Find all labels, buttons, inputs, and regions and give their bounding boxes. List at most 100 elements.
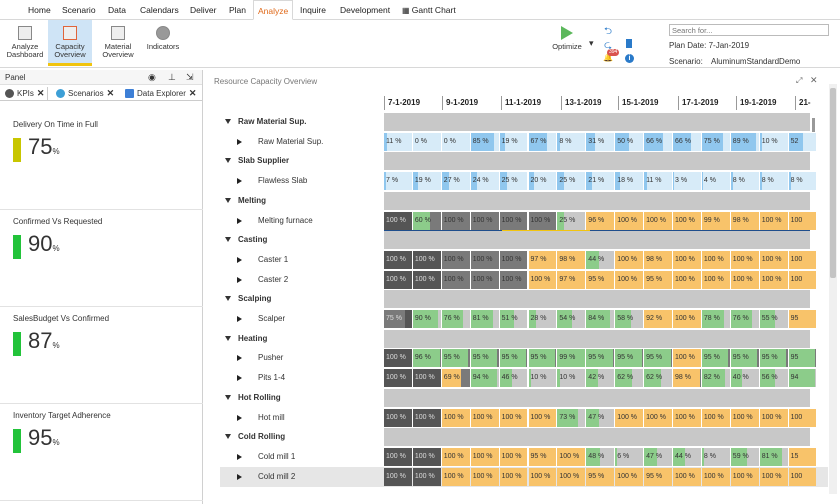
capacity-cell[interactable]: 100 % [644, 408, 672, 427]
group-row[interactable]: Melting [220, 191, 828, 211]
resource-row[interactable]: Caster 2 100 % 100 % 100 % 100 % 100 % 100 % 97… [220, 270, 828, 290]
capacity-cell[interactable]: 100 % [528, 408, 557, 427]
capacity-cell[interactable]: 100 [788, 211, 817, 230]
capacity-cell[interactable]: 47 % [586, 408, 615, 427]
chevron-down-icon[interactable]: ▾ [589, 38, 594, 48]
menu-analyze[interactable]: Analyze [253, 0, 294, 20]
close-icon[interactable]: ✕ [188, 88, 197, 98]
caret-down-icon[interactable] [225, 197, 231, 203]
close-icon[interactable]: ✕ [36, 88, 45, 98]
group-row[interactable]: Casting [220, 230, 828, 250]
capacity-cell[interactable]: 25 % [557, 172, 586, 191]
resource-row[interactable]: Cold mill 2 100 % 100 % 100 % 100 % 100 % 100 … [220, 466, 828, 487]
capacity-cell[interactable]: 51 % [499, 310, 528, 328]
caret-down-icon[interactable] [225, 296, 231, 302]
caret-right-icon[interactable] [237, 473, 242, 480]
capacity-cell[interactable]: 8 % [557, 132, 586, 151]
capacity-cell[interactable]: 89 % [730, 132, 759, 151]
capacity-cell[interactable]: 67 % [528, 132, 557, 151]
capacity-cell[interactable]: 84 % [586, 310, 615, 328]
capacity-cell[interactable]: 95 % [759, 349, 788, 368]
capacity-cell[interactable]: 59 % [730, 447, 759, 466]
caret-right-icon[interactable] [237, 138, 242, 145]
capacity-cell[interactable]: 78 % [701, 310, 730, 328]
resource-row[interactable]: Melting furnace 100 % 60 % 100 % 100 % 100 % 1… [220, 211, 828, 232]
capacity-cell[interactable]: 54 % [557, 310, 586, 328]
capacity-cell[interactable]: 100 % [499, 211, 528, 230]
capacity-cell[interactable]: 10 % [557, 369, 586, 388]
capacity-cell[interactable]: 75 % [701, 132, 730, 151]
capacity-cell[interactable]: 7 % [384, 172, 412, 191]
capacity-cell[interactable]: 100 % [441, 211, 470, 230]
capacity-cell[interactable]: 95 % [644, 349, 672, 368]
caret-right-icon[interactable] [237, 375, 242, 382]
group-row[interactable]: Heating [220, 329, 828, 349]
ribbon-indicators[interactable]: Indicators [143, 20, 183, 66]
capacity-cell[interactable]: 100 % [384, 467, 412, 486]
capacity-cell[interactable]: 82 % [701, 369, 730, 388]
capacity-cell[interactable]: 100 % [615, 250, 644, 269]
group-row[interactable]: Slab Supplier [220, 151, 828, 171]
capacity-cell[interactable]: 98 % [557, 250, 586, 269]
capacity-cell[interactable]: 10 % [759, 132, 788, 151]
capacity-cell[interactable]: 100 % [499, 447, 528, 466]
close-icon[interactable]: ✕ [810, 75, 818, 85]
capacity-cell[interactable]: 100 [788, 250, 817, 269]
capacity-cell[interactable]: 100 % [557, 467, 586, 486]
capacity-cell[interactable]: 96 % [586, 211, 615, 230]
capacity-cell[interactable]: 100 % [470, 467, 499, 486]
capacity-cell[interactable]: 100 % [759, 211, 788, 230]
capacity-cell[interactable]: 92 % [644, 310, 672, 328]
capacity-cell[interactable]: 85 % [470, 132, 499, 151]
capacity-cell[interactable]: 100 % [701, 467, 730, 486]
menu-deliver[interactable]: Deliver [186, 0, 220, 20]
capacity-cell[interactable]: 47 % [644, 447, 672, 466]
capacity-cell[interactable]: 95 % [644, 270, 672, 289]
resource-row[interactable]: Caster 1 100 % 100 % 100 % 100 % 100 % 97 % 98 … [220, 250, 828, 270]
capacity-cell[interactable]: 100 % [615, 408, 644, 427]
capacity-cell[interactable]: 95 % [528, 349, 557, 368]
capacity-cell[interactable]: 95 % [586, 349, 615, 368]
capacity-cell[interactable]: 73 % [557, 408, 586, 427]
capacity-cell[interactable]: 18 % [615, 172, 644, 191]
capacity-cell[interactable]: 100 % [499, 270, 528, 289]
capacity-cell[interactable]: 46 % [499, 369, 528, 388]
capacity-cell[interactable]: 48 % [586, 447, 615, 466]
capacity-cell[interactable]: 0 % [412, 132, 441, 151]
capacity-cell[interactable]: 11 % [644, 172, 672, 191]
capacity-cell[interactable]: 100 % [441, 250, 470, 269]
capacity-cell[interactable]: 100 % [384, 349, 412, 368]
group-row[interactable]: Cold Rolling [220, 427, 828, 447]
resource-row[interactable]: Hot mill 100 % 100 % 100 % 100 % 100 % 100 % 73… [220, 408, 828, 428]
capacity-cell[interactable]: 69 % [441, 369, 470, 388]
capacity-cell[interactable]: 100 % [412, 270, 441, 289]
menu-plan[interactable]: Plan [225, 0, 250, 20]
capacity-cell[interactable]: 24 % [470, 172, 499, 191]
resource-row[interactable]: Raw Material Sup. 11 % 0 % 0 % 85 % 19 % 67 % 8… [220, 132, 828, 152]
capacity-cell[interactable]: 15 [788, 447, 817, 466]
capacity-cell[interactable]: 100 % [673, 467, 701, 486]
capacity-cell[interactable]: 100 % [673, 408, 701, 427]
close-icon[interactable]: ✕ [106, 88, 115, 98]
caret-down-icon[interactable] [225, 237, 231, 243]
capacity-cell[interactable]: 95 % [586, 270, 615, 289]
capacity-cell[interactable]: 97 % [557, 270, 586, 289]
capacity-cell[interactable]: 95 [788, 310, 817, 328]
capacity-cell[interactable]: 27 % [441, 172, 470, 191]
resource-row[interactable]: Pits 1-4 100 % 100 % 69 % 94 % 46 % 10 % 10 % 42… [220, 368, 828, 388]
caret-right-icon[interactable] [237, 453, 242, 460]
capacity-cell[interactable]: 31 % [586, 132, 615, 151]
capacity-cell[interactable]: 100 % [644, 211, 672, 230]
capacity-cell[interactable]: 76 % [730, 310, 759, 328]
caret-right-icon[interactable] [237, 276, 242, 283]
group-row[interactable]: Hot Rolling [220, 388, 828, 408]
capacity-cell[interactable]: 99 % [701, 211, 730, 230]
ribbon-material-overview[interactable]: Material Overview [96, 20, 140, 66]
capacity-cell[interactable]: 100 % [615, 270, 644, 289]
menu-inquire[interactable]: Inquire [296, 0, 330, 20]
capacity-cell[interactable]: 100 % [384, 447, 412, 466]
capacity-cell[interactable]: 100 % [499, 408, 528, 427]
capacity-cell[interactable]: 100 % [470, 270, 499, 289]
capacity-cell[interactable]: 100 % [701, 270, 730, 289]
caret-down-icon[interactable] [225, 394, 231, 400]
